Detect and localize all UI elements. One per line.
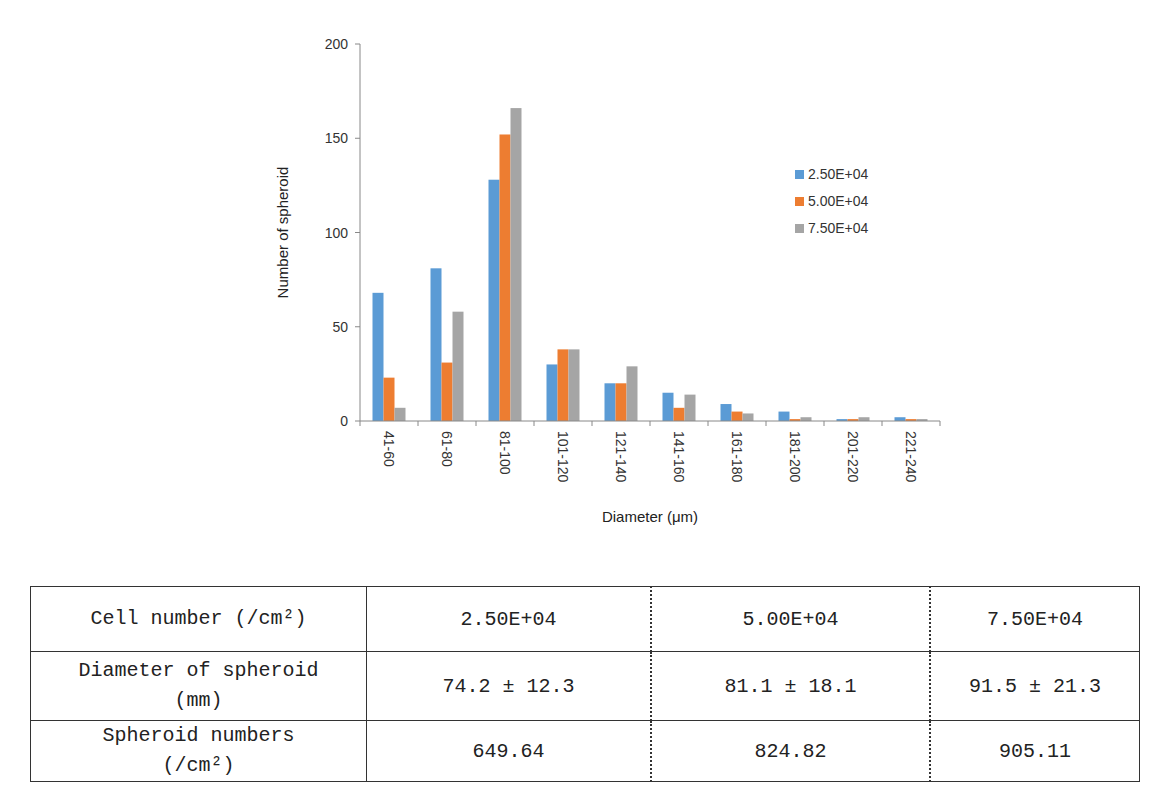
- cell-text: 81.1 ± 18.1: [652, 675, 929, 698]
- table-row: Spheroid numbers (/cm²) 649.64824.82905.1…: [31, 721, 1140, 782]
- bar: [663, 393, 674, 421]
- bar: [674, 408, 685, 421]
- y-tick-label: 150: [325, 130, 349, 146]
- bar: [547, 364, 558, 421]
- bar: [511, 108, 522, 421]
- cell-text: 7.50E+04: [931, 608, 1139, 631]
- y-axis-label: Number of spheroid: [274, 167, 291, 299]
- bar: [859, 417, 870, 421]
- y-tick-label: 0: [340, 413, 348, 429]
- legend-label: 5.00E+04: [808, 193, 869, 209]
- table-cell: 824.82: [651, 721, 930, 782]
- bar: [489, 180, 500, 421]
- y-tick: [355, 326, 360, 327]
- y-tick-label: 100: [325, 225, 349, 241]
- y-tick: [355, 44, 360, 45]
- table-cell: 905.11: [930, 721, 1140, 782]
- bar: [569, 349, 580, 421]
- y-tick-label: 200: [325, 36, 349, 52]
- cell-text: 2.50E+04: [367, 608, 650, 631]
- bar: [895, 417, 906, 421]
- x-tick-label: 121-140: [613, 431, 629, 483]
- cell-text: Diameter of spheroid (mm): [64, 656, 334, 716]
- table-cell: 2.50E+04: [367, 587, 652, 652]
- x-tick: [418, 421, 419, 426]
- x-tick-label: 201-220: [845, 431, 861, 483]
- x-tick: [824, 421, 825, 426]
- x-tick: [592, 421, 593, 426]
- bar: [779, 412, 790, 421]
- table-cell: 5.00E+04: [651, 587, 930, 652]
- cell-text: 91.5 ± 21.3: [931, 675, 1139, 698]
- cell-text: Cell number (/cm²): [64, 604, 334, 634]
- cell-text: 5.00E+04: [652, 608, 929, 631]
- x-tick-label: 181-200: [787, 431, 803, 483]
- x-tick-label: 81-100: [497, 431, 513, 475]
- row-header: Diameter of spheroid (mm): [31, 652, 367, 721]
- table-cell: 91.5 ± 21.3: [930, 652, 1140, 721]
- x-tick: [476, 421, 477, 426]
- bar: [616, 383, 627, 421]
- x-tick-label: 41-60: [381, 431, 397, 467]
- y-tick: [355, 138, 360, 139]
- bar: [500, 134, 511, 421]
- table-cell: 74.2 ± 12.3: [367, 652, 652, 721]
- legend-swatch: [795, 224, 804, 233]
- bar: [373, 293, 384, 421]
- x-tick: [534, 421, 535, 426]
- x-tick: [940, 421, 941, 426]
- x-tick: [708, 421, 709, 426]
- row-header: Cell number (/cm²): [31, 587, 367, 652]
- bar: [685, 395, 696, 421]
- bar: [431, 268, 442, 421]
- x-tick: [650, 421, 651, 426]
- cell-text: 905.11: [931, 740, 1139, 763]
- table-row: Diameter of spheroid (mm) 74.2 ± 12.381.1…: [31, 652, 1140, 721]
- cell-text: 649.64: [367, 740, 650, 763]
- bar: [605, 383, 616, 421]
- x-tick-label: 221-240: [903, 431, 919, 483]
- y-tick: [355, 232, 360, 233]
- bar: [721, 404, 732, 421]
- x-tick: [766, 421, 767, 426]
- x-tick: [360, 421, 361, 426]
- bar: [627, 366, 638, 421]
- bar: [732, 412, 743, 421]
- x-tick-label: 61-80: [439, 431, 455, 467]
- y-tick: [355, 421, 360, 422]
- legend-label: 7.50E+04: [808, 220, 869, 236]
- bar: [442, 363, 453, 421]
- bar: [384, 378, 395, 421]
- bar: [395, 408, 406, 421]
- table-row: Cell number (/cm²) 2.50E+045.00E+047.50E+…: [31, 587, 1140, 652]
- table: Cell number (/cm²) 2.50E+045.00E+047.50E+…: [30, 586, 1140, 782]
- x-tick-label: 101-120: [555, 431, 571, 483]
- table-cell: 649.64: [367, 721, 652, 782]
- x-axis-label: Diameter (μm): [602, 508, 698, 525]
- bar: [453, 312, 464, 421]
- bar: [558, 349, 569, 421]
- bar: [743, 413, 754, 421]
- legend-swatch: [795, 170, 804, 179]
- x-tick-label: 161-180: [729, 431, 745, 483]
- bar: [801, 417, 812, 421]
- x-tick-label: 141-160: [671, 431, 687, 483]
- table-cell: 81.1 ± 18.1: [651, 652, 930, 721]
- x-tick: [882, 421, 883, 426]
- row-header: Spheroid numbers (/cm²): [31, 721, 367, 782]
- cell-text: 824.82: [652, 740, 929, 763]
- bars: [373, 108, 928, 421]
- y-tick-label: 50: [332, 319, 348, 335]
- legend-label: 2.50E+04: [808, 166, 869, 182]
- cell-text: Spheroid numbers (/cm²): [64, 721, 334, 781]
- legend-swatch: [795, 197, 804, 206]
- cell-text: 74.2 ± 12.3: [367, 675, 650, 698]
- table-cell: 7.50E+04: [930, 587, 1140, 652]
